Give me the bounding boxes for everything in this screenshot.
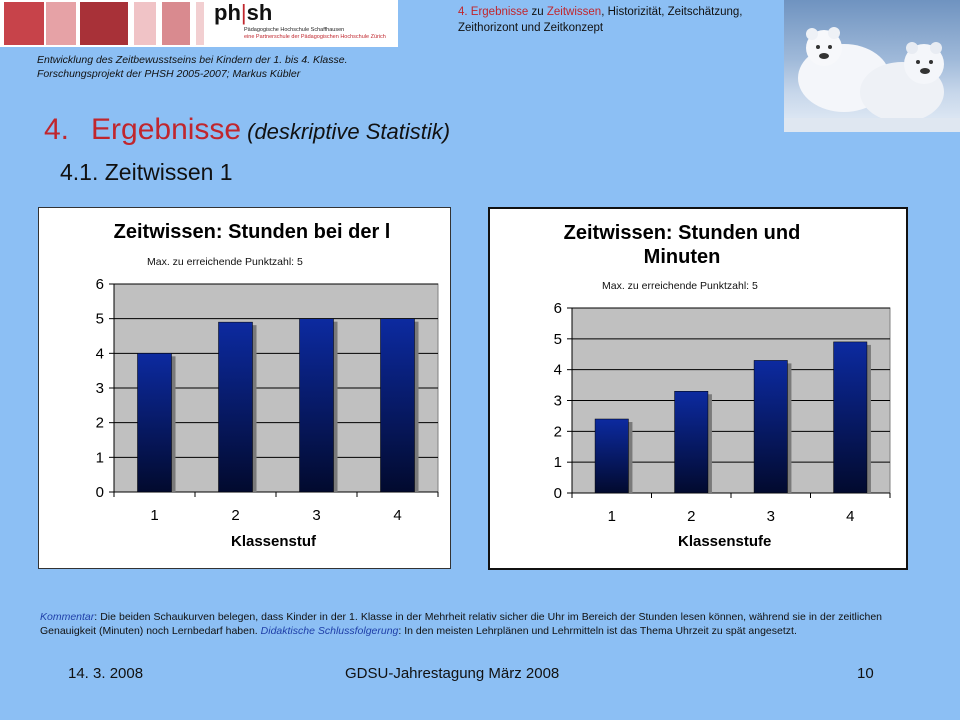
section-subtitle: 4.1. Zeitwissen 1 [60, 159, 233, 185]
project-line-2: Forschungsprojekt der PHSH 2005-2007; Ma… [37, 68, 301, 80]
footer-date: 14. 3. 2008 [68, 665, 144, 682]
comment-text: Kommentar: Die beiden Schaukurven belege… [40, 611, 882, 637]
bar [833, 341, 868, 494]
page-number: 10 [857, 665, 874, 682]
chart-panel-hours: Zeitwissen: Stunden bei der l Max. zu er… [38, 207, 451, 569]
chart-title-line-2: Minuten [643, 246, 721, 268]
chart-panel-hours-minutes: Zeitwissen: Stunden und Minuten Max. zu … [488, 207, 908, 570]
logo-subline: Pädagogische Hochschule Schaffhausen [244, 27, 345, 33]
footer-event: GDSU-Jahrestagung März 2008 [345, 665, 560, 682]
bar [137, 353, 172, 493]
project-line-1: Entwicklung des Zeitbewusstseins bei Kin… [37, 54, 348, 66]
y-tick-label: 1 [96, 449, 104, 466]
bar [299, 318, 334, 493]
x-tick-label: 4 [393, 507, 401, 524]
topic-header: 4. Ergebnisse zu Zeitwissen, Historizitä… [458, 6, 743, 34]
logo-wordmark: ph|sh [214, 0, 273, 25]
y-tick-label: 4 [554, 362, 562, 379]
logo-stripe [80, 2, 128, 45]
y-tick-label: 1 [554, 454, 562, 471]
project-info: Entwicklung des Zeitbewusstseins bei Kin… [37, 53, 348, 81]
y-tick-label: 4 [96, 345, 104, 362]
x-tick-label: 3 [767, 508, 775, 525]
logo-stripe [196, 2, 204, 45]
y-tick-label: 6 [554, 300, 562, 317]
logo-stripe [134, 2, 156, 45]
y-tick-label: 3 [554, 393, 562, 410]
school-logo: ph|sh Pädagogische Hochschule Schaffhaus… [0, 0, 398, 47]
bar-chart-hours: 0 1 2 3 4 5 6 1 2 3 4 [96, 276, 439, 524]
y-tick-label: 2 [554, 423, 562, 440]
x-tick-label: 3 [312, 507, 320, 524]
x-tick-label: 2 [231, 507, 239, 524]
bar [594, 418, 629, 494]
polar-bear-photo [784, 0, 960, 132]
logo-subline-2: eine Partnerschule der Pädagogischen Hoc… [244, 34, 386, 40]
bar [218, 321, 253, 493]
x-tick-label: 2 [687, 508, 695, 525]
logo-stripe [46, 2, 76, 45]
y-tick-label: 0 [96, 484, 104, 501]
slide-title: 4. Ergebnisse (deskriptive Statistik) [44, 113, 451, 146]
bar [380, 318, 415, 493]
logo-stripe [162, 2, 190, 45]
y-tick-label: 5 [96, 311, 104, 328]
x-tick-label: 1 [608, 508, 616, 525]
y-tick-label: 0 [554, 485, 562, 502]
y-tick-label: 2 [96, 415, 104, 432]
bar [753, 360, 788, 494]
chart-title: Zeitwissen: Stunden bei der l [113, 221, 391, 243]
x-axis-label: Klassenstuf [231, 533, 317, 550]
x-tick-label: 1 [150, 507, 158, 524]
y-tick-label: 6 [96, 276, 104, 293]
logo-stripe [4, 2, 44, 45]
bar-chart-hours-minutes: 0 1 2 3 4 5 6 1 2 3 4 [554, 300, 891, 525]
y-tick-label: 5 [554, 331, 562, 348]
chart-note: Max. zu erreichende Punktzahl: 5 [602, 280, 758, 292]
chart-title-line-1: Zeitwissen: Stunden und [563, 222, 801, 244]
chart-title: Zeitwissen: Stunden und Minuten [540, 221, 824, 269]
chart-note: Max. zu erreichende Punktzahl: 5 [147, 256, 303, 268]
x-tick-label: 4 [846, 508, 854, 525]
y-tick-label: 3 [96, 380, 104, 397]
bar [674, 391, 709, 494]
x-axis-label: Klassenstufe [678, 533, 772, 550]
